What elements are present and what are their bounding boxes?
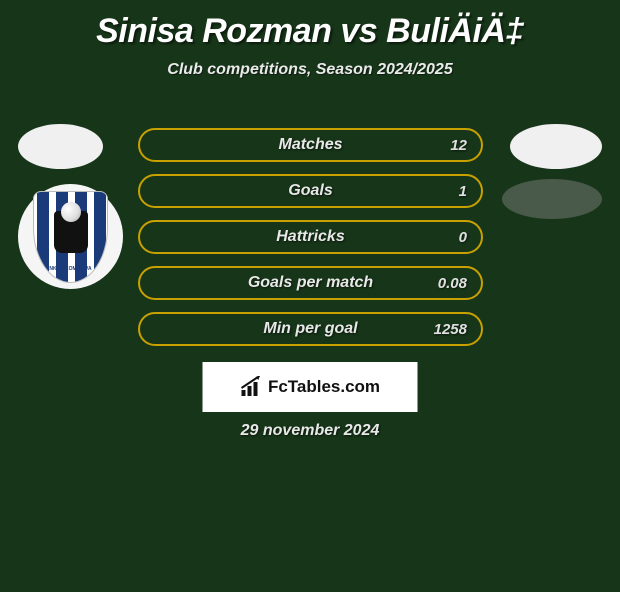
player2-avatar-placeholder bbox=[510, 124, 602, 169]
player2-club-logo-placeholder bbox=[502, 179, 602, 219]
stat-value: 1258 bbox=[434, 321, 467, 338]
stat-value: 0.08 bbox=[438, 275, 467, 292]
stat-bar-matches: Matches 12 bbox=[138, 128, 483, 162]
brand-name: FcTables.com bbox=[268, 377, 380, 397]
stat-value: 1 bbox=[459, 183, 467, 200]
snapshot-date: 29 november 2024 bbox=[0, 422, 620, 440]
stat-label: Hattricks bbox=[140, 228, 481, 246]
stat-value: 12 bbox=[450, 137, 467, 154]
page-subtitle: Club competitions, Season 2024/2025 bbox=[0, 61, 620, 79]
stat-label: Goals per match bbox=[140, 274, 481, 292]
stat-bar-hattricks: Hattricks 0 bbox=[138, 220, 483, 254]
stat-label: Min per goal bbox=[140, 320, 481, 338]
player1-club-logo: NK LOKOMOTIVA bbox=[18, 184, 123, 289]
stat-bar-goals: Goals 1 bbox=[138, 174, 483, 208]
stat-label: Matches bbox=[140, 136, 481, 154]
stat-label: Goals bbox=[140, 182, 481, 200]
brand-attribution[interactable]: FcTables.com bbox=[203, 362, 418, 412]
stat-bars: Matches 12 Goals 1 Hattricks 0 Goals per… bbox=[138, 128, 483, 358]
stat-bar-min-per-goal: Min per goal 1258 bbox=[138, 312, 483, 346]
bar-chart-icon bbox=[240, 376, 264, 398]
club-logo-shield: NK LOKOMOTIVA bbox=[33, 191, 108, 283]
player1-avatar-placeholder bbox=[18, 124, 103, 169]
stat-bar-goals-per-match: Goals per match 0.08 bbox=[138, 266, 483, 300]
page-title: Sinisa Rozman vs BuliÄiÄ‡ bbox=[0, 12, 620, 51]
stat-value: 0 bbox=[459, 229, 467, 246]
